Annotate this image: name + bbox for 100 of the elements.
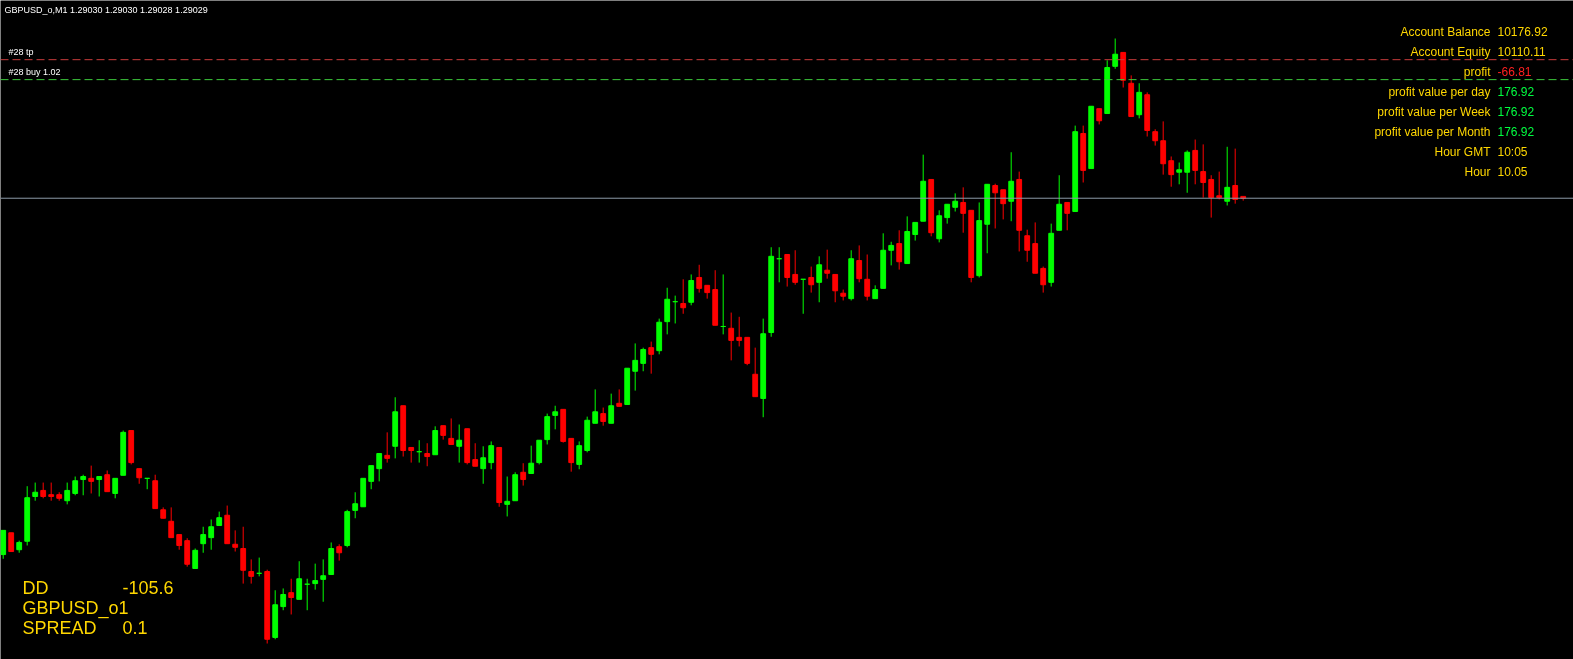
- text: Account Equity: [1410, 44, 1491, 59]
- candlestick: [688, 273, 695, 306]
- candlestick: [816, 255, 823, 303]
- candlestick: [864, 253, 871, 301]
- candlestick: [1184, 149, 1191, 194]
- candlestick: [808, 266, 815, 294]
- candlestick: [96, 476, 103, 497]
- annotation: 0.1: [122, 618, 148, 638]
- candlestick: [832, 273, 839, 303]
- candlestick: [992, 183, 999, 229]
- annotation: GBPUSD_o1: [22, 597, 129, 619]
- candlestick: [592, 388, 599, 424]
- candlestick: [208, 518, 215, 551]
- candlestick: [48, 482, 55, 502]
- candlestick: [1168, 155, 1175, 188]
- candlestick: [888, 241, 895, 266]
- candlestick: [784, 253, 791, 288]
- candlestick: [576, 440, 583, 470]
- text: 10176.92: [1497, 25, 1548, 39]
- candlestick: [944, 203, 951, 225]
- text: 10:05: [1497, 144, 1528, 159]
- candlestick: [696, 264, 703, 294]
- candlestick: [1200, 143, 1207, 199]
- candlestick: [544, 413, 551, 445]
- annotation: DD: [22, 577, 49, 598]
- candlestick: [320, 558, 327, 603]
- candlestick: [664, 287, 671, 335]
- candlestick: [552, 405, 559, 430]
- candlestick: [280, 587, 287, 611]
- text: 10.05: [1497, 165, 1528, 179]
- candlestick: [960, 186, 967, 234]
- candlestick: [1160, 120, 1167, 176]
- text: 176.92: [1497, 105, 1535, 119]
- candlestick: [1064, 201, 1071, 231]
- candlestick: [376, 453, 383, 482]
- candlestick: [1208, 174, 1215, 219]
- candlestick: [8, 532, 15, 553]
- candlestick: [632, 342, 639, 392]
- candlestick: [1112, 38, 1119, 70]
- candlestick: [424, 442, 431, 467]
- candlestick: [752, 347, 759, 398]
- text: Account Balance: [1400, 24, 1491, 39]
- candlestick: [64, 482, 71, 505]
- candlestick: [856, 244, 863, 283]
- candlestick: [1008, 151, 1015, 222]
- annotation: SPREAD: [22, 617, 97, 638]
- candlestick: [288, 578, 295, 615]
- text: profit value per Week: [1377, 104, 1492, 119]
- candlestick: [608, 393, 615, 424]
- candlestick: [200, 526, 207, 554]
- candlestick: [520, 462, 527, 487]
- candlestick: [640, 347, 647, 372]
- candlestick: [824, 249, 831, 280]
- candlestick: [112, 477, 119, 499]
- text: 176.92: [1497, 125, 1535, 139]
- text: GBPUSD_o,M1 1.29030 1.29030 1.29028 1.29029: [4, 4, 208, 15]
- text: profit value per day: [1388, 84, 1491, 99]
- candlestick: [728, 312, 735, 361]
- candlestick: [448, 417, 455, 445]
- candlestick: [168, 506, 175, 539]
- text: profit: [1463, 64, 1492, 79]
- candlestick: [184, 537, 191, 568]
- candlestick: [368, 465, 375, 490]
- candlestick: [32, 482, 39, 502]
- candlestick: [1136, 82, 1143, 119]
- candlestick: [1040, 266, 1047, 294]
- candlestick: [1176, 162, 1183, 185]
- candlestick: [480, 445, 487, 485]
- candlestick: [936, 209, 943, 243]
- text: Hour: [1464, 164, 1491, 179]
- candlestick: [456, 423, 463, 464]
- text: Hour GMT: [1434, 144, 1492, 159]
- candlestick: [88, 465, 95, 494]
- candlestick: [952, 192, 959, 213]
- candlestick: [488, 440, 495, 470]
- candlestick: [600, 407, 607, 427]
- candlestick: [528, 445, 535, 474]
- candlestick: [248, 558, 255, 585]
- candlestick: [648, 341, 655, 375]
- text: 10110.11: [1497, 45, 1547, 59]
- candlestick: [296, 560, 303, 600]
- candlestick: [384, 431, 391, 464]
- candlestick: [504, 476, 511, 517]
- candlestick: [680, 278, 687, 315]
- candlestick: [312, 563, 319, 591]
- candlestick: [232, 529, 239, 553]
- candlestick: [192, 548, 199, 569]
- candlestick: [472, 442, 479, 467]
- candlestick: [1000, 189, 1007, 220]
- candlestick: [896, 229, 903, 271]
- candlestick: [104, 469, 111, 493]
- candlestick: [1216, 171, 1223, 200]
- candlestick: [240, 526, 247, 585]
- candlestick: [80, 474, 87, 496]
- ref-line-label: #28 tp: [8, 46, 34, 57]
- candlestick: [1224, 146, 1231, 206]
- annotation: -105.6: [122, 578, 174, 598]
- text: profit value per Month: [1374, 124, 1491, 139]
- candlestick: [1232, 148, 1239, 205]
- candlestick: [736, 316, 743, 347]
